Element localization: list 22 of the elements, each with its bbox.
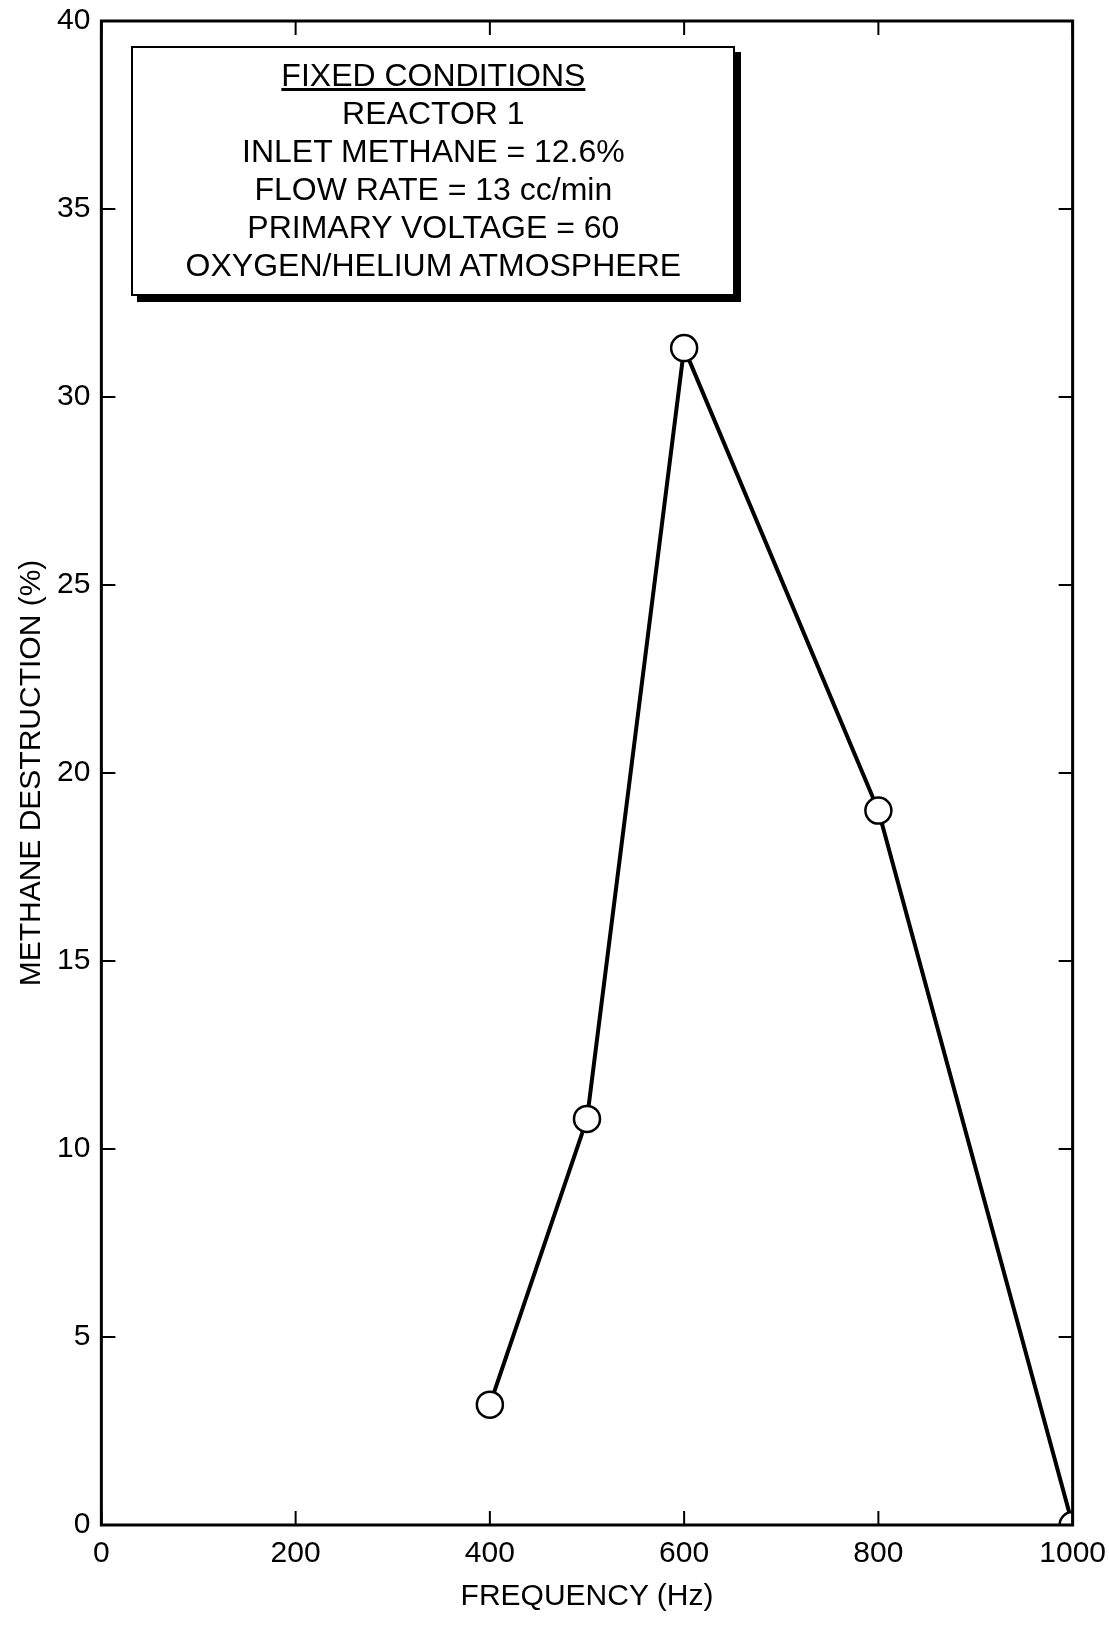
x-tick-label: 400 (464, 1535, 515, 1569)
y-tick-label: 35 (56, 190, 91, 224)
x-axis-title: FREQUENCY (Hz) (460, 1578, 714, 1612)
x-tick-label: 200 (270, 1535, 321, 1569)
y-tick-label: 20 (56, 754, 91, 788)
annotation: REACTOR 1 (341, 94, 526, 132)
y-tick-label: 30 (56, 378, 91, 412)
y-tick-label: 10 (56, 1130, 91, 1164)
annotation: FLOW RATE = 13 cc/min (253, 170, 614, 208)
annotation: INLET METHANE = 12.6% (241, 132, 626, 170)
annotation: OXYGEN/HELIUM ATMOSPHERE (184, 246, 683, 284)
y-tick-label: 0 (73, 1506, 91, 1540)
x-tick-label: 1000 (1039, 1535, 1107, 1569)
y-tick-label: 40 (56, 2, 91, 36)
x-tick-label: 800 (853, 1535, 904, 1569)
annotation: FIXED CONDITIONS (280, 56, 587, 94)
x-tick-label: 600 (659, 1535, 710, 1569)
annotation: PRIMARY VOLTAGE = 60 (246, 208, 621, 246)
y-tick-label: 5 (73, 1318, 91, 1352)
y-axis-title: METHANE DESTRUCTION (%) (13, 559, 47, 987)
y-tick-label: 25 (56, 566, 91, 600)
y-tick-label: 15 (56, 942, 91, 976)
